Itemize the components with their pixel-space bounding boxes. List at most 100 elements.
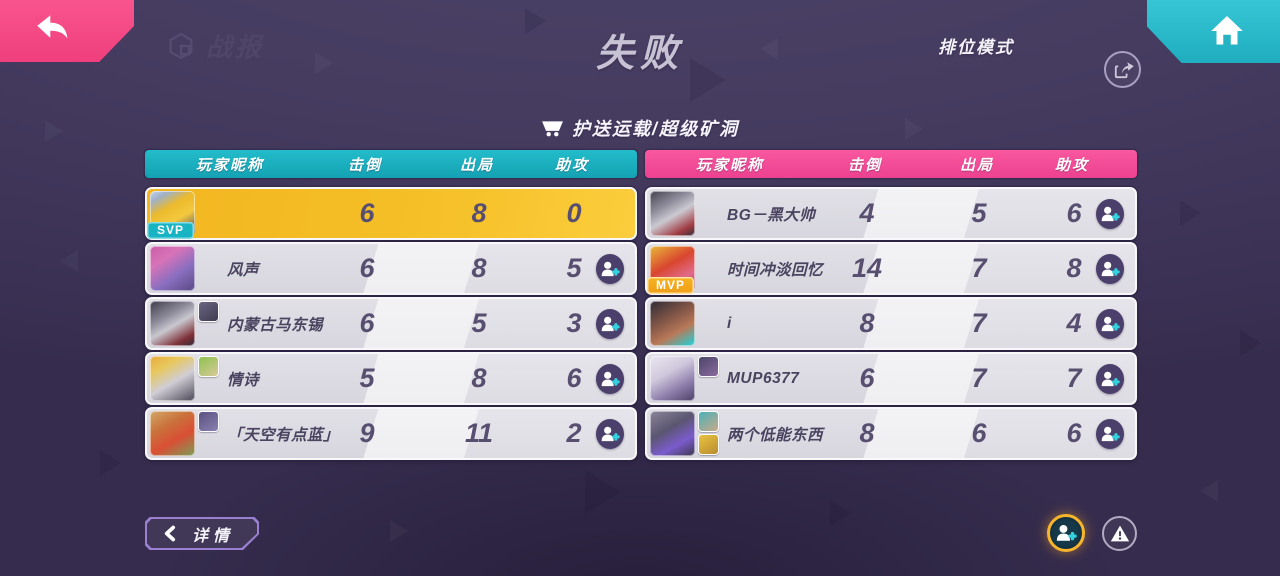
share-icon xyxy=(1111,58,1135,82)
mine-cart-icon xyxy=(541,119,564,138)
add-all-friends-button[interactable] xyxy=(1047,514,1085,552)
assists-value: 8 xyxy=(1066,253,1082,283)
teammate-avatar xyxy=(198,411,219,432)
add-friend-icon xyxy=(600,259,620,279)
details-button[interactable]: 详情 xyxy=(145,517,259,550)
player-row: 两个低能东西 8 6 6 xyxy=(645,407,1137,460)
player-avatar xyxy=(150,301,195,346)
knockdowns-value: 6 xyxy=(359,198,375,228)
share-button[interactable] xyxy=(1104,51,1141,88)
column-player: 玩家昵称 xyxy=(195,156,264,174)
player-avatar xyxy=(650,191,695,236)
teammate-avatar xyxy=(698,434,719,455)
table-header-right: 玩家昵称 击倒 出局 助攻 xyxy=(645,150,1137,178)
knockdowns-value: 6 xyxy=(359,253,375,283)
eliminations-value: 8 xyxy=(471,363,487,393)
assists-value: 7 xyxy=(1066,363,1082,393)
assists-value: 5 xyxy=(566,253,582,283)
player-name: MUP6377 xyxy=(727,369,800,387)
home-icon xyxy=(1209,13,1245,46)
scoreboard: 玩家昵称 击倒 出局 助攻 SVP 6 8 0 xyxy=(145,150,1137,460)
player-row: 风声 6 8 5 xyxy=(145,242,637,295)
player-row: 情诗 5 8 6 xyxy=(145,352,637,405)
add-friend-button[interactable] xyxy=(1096,253,1124,284)
eliminations-value: 7 xyxy=(971,363,987,393)
player-name: 两个低能东西 xyxy=(727,426,824,444)
player-row: 「天空有点蓝」 9 11 2 xyxy=(145,407,637,460)
add-friend-button[interactable] xyxy=(1096,363,1124,394)
player-avatar xyxy=(650,301,695,346)
add-friend-button[interactable] xyxy=(596,363,624,394)
player-row-self: SVP 6 8 0 xyxy=(145,187,637,240)
column-assists: 助攻 xyxy=(554,156,589,174)
player-name: 「天空有点蓝」 xyxy=(227,426,340,444)
warning-icon xyxy=(1110,524,1130,543)
add-friend-button[interactable] xyxy=(1096,198,1124,229)
player-avatar xyxy=(150,246,195,291)
knockdowns-value: 14 xyxy=(851,253,883,283)
map-info: 护送运载/超级矿洞 xyxy=(0,115,1280,141)
teammate-avatar xyxy=(198,356,219,377)
assists-value: 3 xyxy=(566,308,582,338)
knockdowns-value: 8 xyxy=(859,308,875,338)
player-row: MUP6377 6 7 7 xyxy=(645,352,1137,405)
assists-value: 0 xyxy=(566,198,582,228)
team-table-right: 玩家昵称 击倒 出局 助攻 BG－黑大帅 4 5 6 xyxy=(645,150,1137,460)
assists-value: 6 xyxy=(566,363,582,393)
details-label: 详情 xyxy=(192,527,235,545)
report-logo-group: 战报 xyxy=(166,27,264,64)
knockdowns-value: 6 xyxy=(859,363,875,393)
eliminations-value: 5 xyxy=(971,198,987,228)
add-friend-icon xyxy=(1100,259,1120,279)
assists-value: 4 xyxy=(1066,308,1082,338)
player-avatar xyxy=(650,411,695,456)
knockdowns-value: 8 xyxy=(859,418,875,448)
eliminations-value: 8 xyxy=(471,198,487,228)
add-friend-button[interactable] xyxy=(1096,308,1124,339)
player-name: 风声 xyxy=(227,261,260,279)
add-friend-icon xyxy=(1100,424,1120,444)
add-friend-button[interactable] xyxy=(596,418,624,449)
mvp-badge: MVP xyxy=(647,277,694,294)
add-friend-button[interactable] xyxy=(596,308,624,339)
player-avatar xyxy=(150,356,195,401)
column-player: 玩家昵称 xyxy=(695,156,764,174)
player-name: 情诗 xyxy=(227,371,260,389)
table-header-left: 玩家昵称 击倒 出局 助攻 xyxy=(145,150,637,178)
eliminations-value: 7 xyxy=(971,308,987,338)
player-avatar xyxy=(650,356,695,401)
eliminations-value: 7 xyxy=(971,253,987,283)
svp-badge: SVP xyxy=(147,222,194,239)
add-friend-icon xyxy=(600,424,620,444)
add-friend-button[interactable] xyxy=(1096,418,1124,449)
add-friend-icon xyxy=(1100,314,1120,334)
chevron-left-icon xyxy=(163,525,176,542)
teammate-avatar xyxy=(698,356,719,377)
column-knockdowns: 击倒 xyxy=(847,156,882,174)
add-friend-icon xyxy=(600,369,620,389)
map-info-label: 护送运载/超级矿洞 xyxy=(571,119,739,139)
report-title: 战报 xyxy=(206,32,265,62)
report-button[interactable] xyxy=(1102,516,1137,551)
column-knockdowns: 击倒 xyxy=(347,156,382,174)
player-name: 内蒙古马东锡 xyxy=(227,316,324,334)
knockdowns-value: 4 xyxy=(859,198,875,228)
column-eliminations: 出局 xyxy=(959,156,994,174)
player-name: i xyxy=(727,314,732,332)
player-name: BG－黑大帅 xyxy=(727,206,816,224)
eliminations-value: 5 xyxy=(471,308,487,338)
player-row: MVP 时间冲淡回忆 14 7 8 xyxy=(645,242,1137,295)
column-assists: 助攻 xyxy=(1054,156,1089,174)
add-friend-icon xyxy=(600,314,620,334)
teammate-avatar xyxy=(198,301,219,322)
add-friend-button[interactable] xyxy=(596,253,624,284)
team-table-left: 玩家昵称 击倒 出局 助攻 SVP 6 8 0 xyxy=(145,150,637,460)
teammate-avatar xyxy=(698,411,719,432)
add-friend-icon xyxy=(1055,522,1077,544)
player-row: BG－黑大帅 4 5 6 xyxy=(645,187,1137,240)
assists-value: 6 xyxy=(1066,418,1082,448)
player-name: 时间冲淡回忆 xyxy=(727,261,824,279)
column-eliminations: 出局 xyxy=(459,156,494,174)
player-row: 内蒙古马东锡 6 5 3 xyxy=(145,297,637,350)
